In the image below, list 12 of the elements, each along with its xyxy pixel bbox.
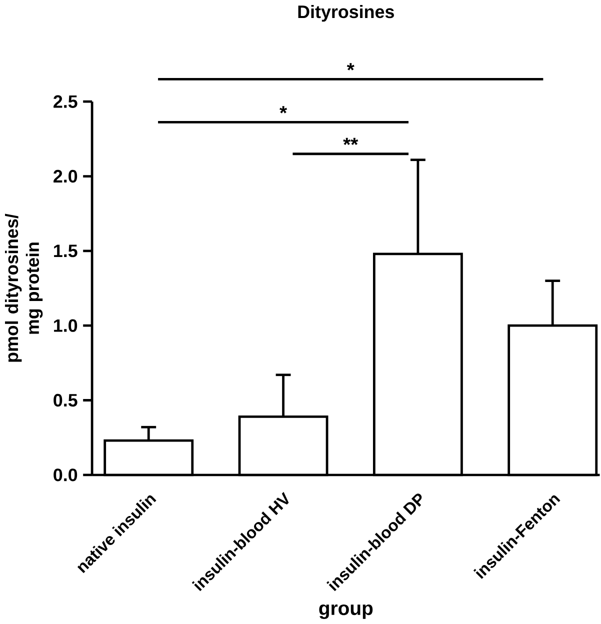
chart-title: Dityrosines xyxy=(298,4,394,22)
y-tick-label: 0.5 xyxy=(54,394,78,407)
y-tick-label: 2.5 xyxy=(54,95,78,108)
y-tick-label: 0.0 xyxy=(54,468,78,482)
annotation: ** xyxy=(343,138,358,146)
y-tick-label: 1.5 xyxy=(54,244,78,258)
y-tick-label: 2.0 xyxy=(54,170,78,183)
y-tick-label: 1.0 xyxy=(54,319,78,332)
x-axis-title: group xyxy=(319,604,373,620)
text: * xyxy=(346,63,354,70)
y-axis-title: pmol dityrosines/ mg protein xyxy=(5,214,43,362)
annotation: * xyxy=(280,106,288,114)
